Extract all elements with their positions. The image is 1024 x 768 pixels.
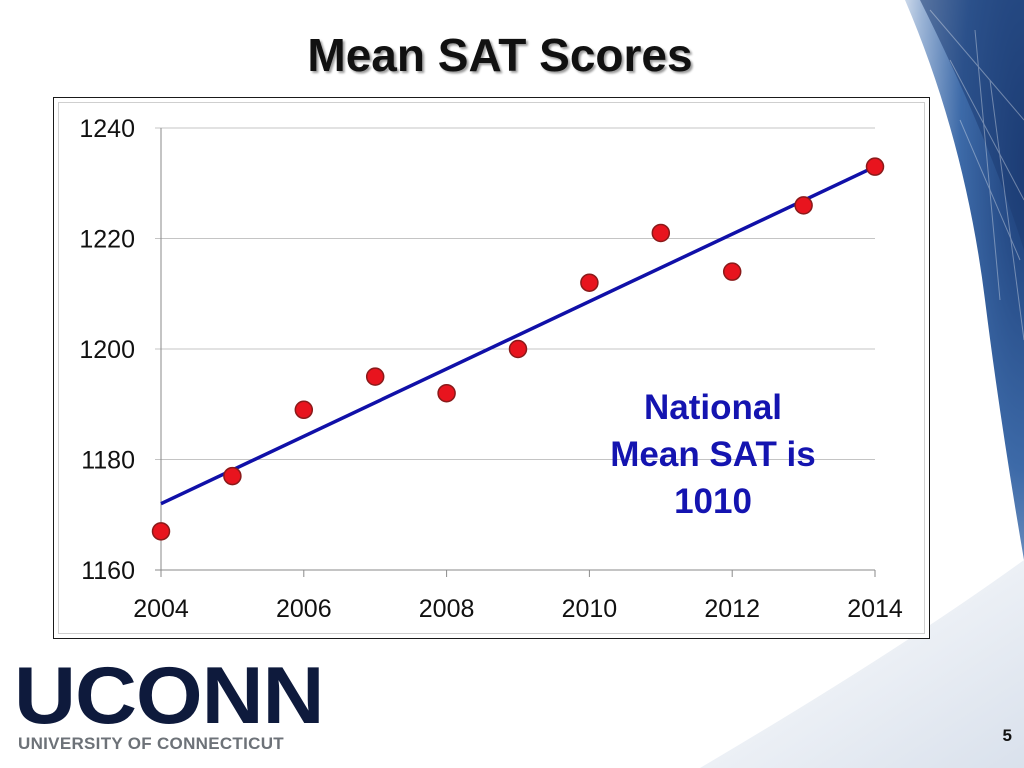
slide-title: Mean SAT Scores: [307, 29, 693, 81]
data-point-2009: [508, 339, 528, 359]
uconn-logo-subtitle: UNIVERSITY OF CONNECTICUT: [18, 734, 284, 753]
x-tick-label-2010: 2010: [562, 595, 618, 623]
annotation-line-3: 1010: [674, 482, 752, 521]
annotation-line-1: National: [643, 388, 783, 427]
x-tick-label-2012: 2012: [704, 595, 760, 623]
y-tick-label-1180: 1180: [81, 447, 135, 475]
x-tick-label-2004: 2004: [133, 595, 189, 623]
data-point-2007: [365, 367, 385, 386]
data-point-2012: [722, 262, 742, 281]
data-point-2005: [223, 466, 242, 486]
x-tick-label-2006: 2006: [276, 595, 332, 623]
y-tick-label-1200: 1200: [79, 336, 135, 364]
trendline: [160, 165, 876, 506]
data-point-2008: [437, 383, 456, 403]
uconn-logo-wordmark: UCONN: [14, 651, 325, 741]
x-tick-label-2014: 2014: [847, 595, 903, 623]
chart-frame-inner-border: [58, 102, 925, 634]
data-point-2010: [580, 273, 599, 292]
annotation-line-2: Mean SAT is: [610, 435, 816, 474]
data-point-2004: [151, 522, 171, 541]
chart-frame: [53, 97, 930, 639]
data-point-2014: [865, 157, 885, 176]
y-tick-label-1220: 1220: [79, 226, 135, 254]
data-point-2013: [794, 196, 813, 215]
y-tick-label-1160: 1160: [81, 557, 135, 585]
national-mean-annotation: National Mean SAT is 1010: [565, 384, 861, 525]
data-point-2006: [294, 400, 314, 420]
page-number: 5: [1002, 726, 1012, 745]
y-tick-label-1240: 1240: [79, 115, 135, 143]
data-point-2011: [651, 223, 671, 243]
x-tick-label-2008: 2008: [419, 595, 475, 623]
